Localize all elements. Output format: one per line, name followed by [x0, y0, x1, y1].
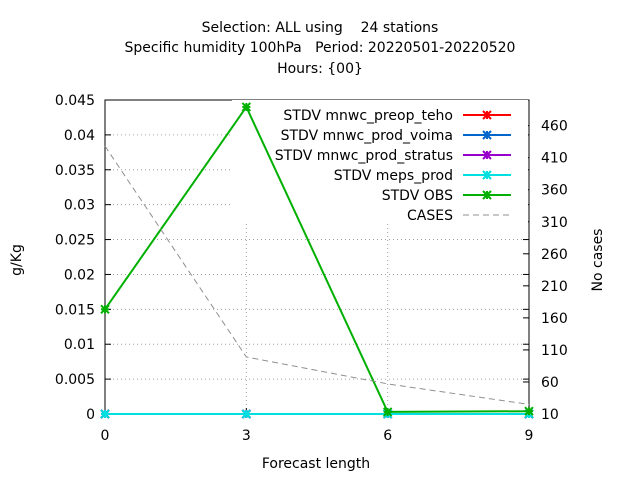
y-tick-label-1: 0.005	[55, 372, 95, 388]
series-line-4	[104, 104, 530, 413]
legend-marker-0	[482, 110, 492, 120]
y-tick-label-0: 0	[86, 407, 95, 423]
y2-tick-label-3: 160	[541, 311, 568, 327]
legend-marker-1	[482, 130, 492, 140]
x-tick-label-1: 3	[242, 428, 251, 444]
y2-tick-label-7: 360	[541, 183, 568, 199]
series-line-5	[104, 145, 530, 405]
legend-label-0: STDV mnwc_preop_teho	[283, 108, 453, 124]
series-4-point-1	[241, 102, 252, 112]
chart-title-line-2: Specific humidity 100hPa Period: 2022050…	[124, 40, 516, 56]
chart-title-line-3: Hours: {00}	[277, 61, 363, 77]
y-tick-label-2: 0.01	[64, 337, 95, 353]
chart-title-line-1: Selection: ALL using 24 stations	[201, 20, 439, 36]
x-tick-label-3: 9	[525, 428, 534, 444]
legend-label-3: STDV meps_prod	[334, 168, 453, 184]
y2-tick-label-9: 460	[541, 119, 568, 135]
y-tick-label-9: 0.045	[55, 93, 95, 109]
legend-background	[232, 100, 528, 224]
x-tick-label-0: 0	[101, 428, 110, 444]
y-tick-label-8: 0.04	[64, 128, 95, 144]
legend-label-4: STDV OBS	[382, 188, 453, 204]
y2-tick-label-5: 260	[541, 247, 568, 263]
legend-marker-4	[482, 190, 492, 200]
series-3-point-0	[100, 409, 110, 419]
y2-tick-label-1: 60	[541, 375, 559, 391]
y-axis-label: g/Kg	[9, 244, 25, 276]
legend-label-1: STDV mnwc_prod_voima	[281, 128, 453, 144]
y-tick-label-5: 0.025	[55, 233, 95, 249]
series-4-point-0	[100, 304, 110, 315]
y-tick-label-4: 0.02	[64, 267, 95, 283]
y2-tick-label-4: 210	[541, 279, 568, 295]
y-tick-label-3: 0.015	[55, 302, 95, 318]
legend-label-5: CASES	[407, 208, 453, 224]
y2-tick-label-0: 10	[541, 407, 559, 423]
series-4-point-2	[382, 407, 393, 417]
legend-marker-3	[482, 170, 492, 180]
y2-tick-label-2: 110	[541, 343, 568, 359]
y2-tick-label-8: 410	[541, 151, 568, 167]
y-tick-label-7: 0.035	[55, 163, 95, 179]
y-tick-label-6: 0.03	[64, 198, 95, 214]
legend-marker-2	[482, 150, 492, 160]
x-axis-label: Forecast length	[261, 456, 371, 472]
y2-axis-label: No cases	[590, 228, 606, 292]
series-3-point-1	[241, 409, 252, 419]
legend-label-2: STDV mnwc_prod_stratus	[275, 148, 453, 164]
series-4-point-3	[524, 406, 534, 416]
y2-tick-label-6: 310	[541, 215, 568, 231]
x-tick-label-2: 6	[383, 428, 392, 444]
